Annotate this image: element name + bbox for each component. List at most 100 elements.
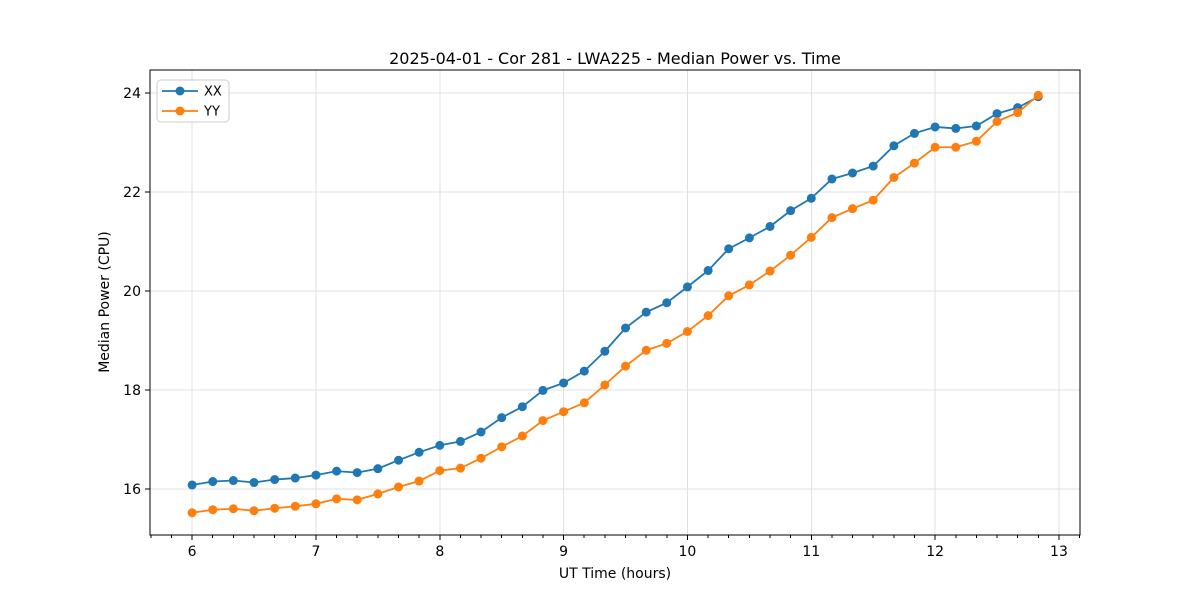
data-point-yy <box>806 232 816 242</box>
gridlines <box>150 70 1080 535</box>
data-point-xx <box>187 480 197 490</box>
legend-label-xx: XX <box>204 85 222 100</box>
data-point-xx <box>270 475 280 485</box>
data-point-xx <box>930 122 940 132</box>
data-point-xx <box>311 470 321 480</box>
x-tick-label: 8 <box>435 544 444 560</box>
data-point-xx <box>703 266 713 276</box>
data-point-yy <box>662 338 672 348</box>
data-point-xx <box>394 455 404 465</box>
data-point-yy <box>517 431 527 441</box>
data-point-xx <box>744 233 754 243</box>
data-point-xx <box>889 141 899 151</box>
series-line-yy <box>191 94 1039 514</box>
data-point-xx <box>827 174 837 184</box>
data-point-xx <box>971 121 981 131</box>
data-point-yy <box>414 476 424 486</box>
data-point-yy <box>682 326 692 336</box>
data-point-xx <box>517 402 527 412</box>
data-point-xx <box>476 427 486 437</box>
data-point-yy <box>951 142 961 152</box>
data-point-yy <box>311 499 321 509</box>
chart-title: 2025-04-01 - Cor 281 - LWA225 - Median P… <box>389 49 841 68</box>
legend-marker-yy <box>175 106 185 116</box>
data-point-xx <box>435 440 445 450</box>
data-point-xx <box>786 206 796 216</box>
data-point-xx <box>455 436 465 446</box>
data-point-xx <box>662 298 672 308</box>
series-yy <box>187 90 1043 518</box>
data-point-xx <box>290 473 300 483</box>
data-point-xx <box>682 282 692 292</box>
x-tick-label: 12 <box>926 544 944 560</box>
data-point-yy <box>744 280 754 290</box>
data-point-yy <box>352 495 362 505</box>
data-point-yy <box>476 453 486 463</box>
data-point-xx <box>641 307 651 317</box>
data-point-xx <box>414 447 424 457</box>
data-point-yy <box>435 466 445 476</box>
data-point-yy <box>848 204 858 214</box>
data-point-xx <box>332 466 342 476</box>
data-point-yy <box>703 311 713 321</box>
data-point-xx <box>951 123 961 133</box>
data-point-xx <box>228 476 238 486</box>
data-point-yy <box>724 291 734 301</box>
data-point-xx <box>249 478 259 488</box>
legend: XX YY <box>156 79 230 123</box>
y-tick-label: 24 <box>123 86 141 102</box>
data-point-xx <box>579 366 589 376</box>
y-tick-label: 22 <box>123 185 141 201</box>
data-point-yy <box>765 266 775 276</box>
data-point-yy <box>394 482 404 492</box>
y-tick-label: 20 <box>123 284 141 300</box>
data-point-xx <box>868 161 878 171</box>
data-point-yy <box>889 172 899 182</box>
data-point-yy <box>971 136 981 146</box>
data-point-yy <box>497 442 507 452</box>
data-point-yy <box>228 504 238 514</box>
data-point-xx <box>538 385 548 395</box>
data-point-yy <box>621 361 631 371</box>
x-tick-label: 9 <box>559 544 568 560</box>
data-point-yy <box>868 195 878 205</box>
data-point-yy <box>187 508 197 518</box>
plot-border <box>149 69 1081 536</box>
axis-ticks <box>145 92 1081 540</box>
data-point-yy <box>559 407 569 417</box>
data-point-yy <box>579 398 589 408</box>
x-tick-label: 7 <box>311 544 320 560</box>
data-series-layer <box>187 90 1043 518</box>
data-point-xx <box>848 168 858 178</box>
data-point-xx <box>724 244 734 254</box>
data-point-yy <box>827 213 837 223</box>
axis-tick-labels: 6 7 8 9 10 11 12 13 16 18 20 22 24 <box>123 86 1068 560</box>
data-point-xx <box>373 464 383 474</box>
data-point-xx <box>765 221 775 231</box>
data-point-yy <box>538 416 548 426</box>
legend-label-yy: YY <box>203 105 220 120</box>
data-point-xx <box>497 413 507 423</box>
data-point-yy <box>249 506 259 516</box>
y-axis-label: Median Power (CPU) <box>97 231 113 373</box>
data-point-yy <box>1033 90 1043 100</box>
y-tick-label: 18 <box>123 383 141 399</box>
x-tick-label: 13 <box>1050 544 1068 560</box>
data-point-yy <box>373 489 383 499</box>
data-point-yy <box>455 463 465 473</box>
data-point-yy <box>332 494 342 504</box>
data-point-yy <box>786 250 796 260</box>
data-point-xx <box>909 128 919 138</box>
data-point-xx <box>352 468 362 478</box>
data-point-xx <box>806 193 816 203</box>
x-tick-label: 11 <box>802 544 820 560</box>
data-point-xx <box>992 109 1002 119</box>
legend-marker-xx <box>175 86 185 96</box>
x-axis-label: UT Time (hours) <box>559 566 671 582</box>
data-point-yy <box>930 142 940 152</box>
data-point-yy <box>208 505 218 515</box>
y-tick-label: 16 <box>123 482 141 498</box>
x-tick-label: 6 <box>188 544 197 560</box>
